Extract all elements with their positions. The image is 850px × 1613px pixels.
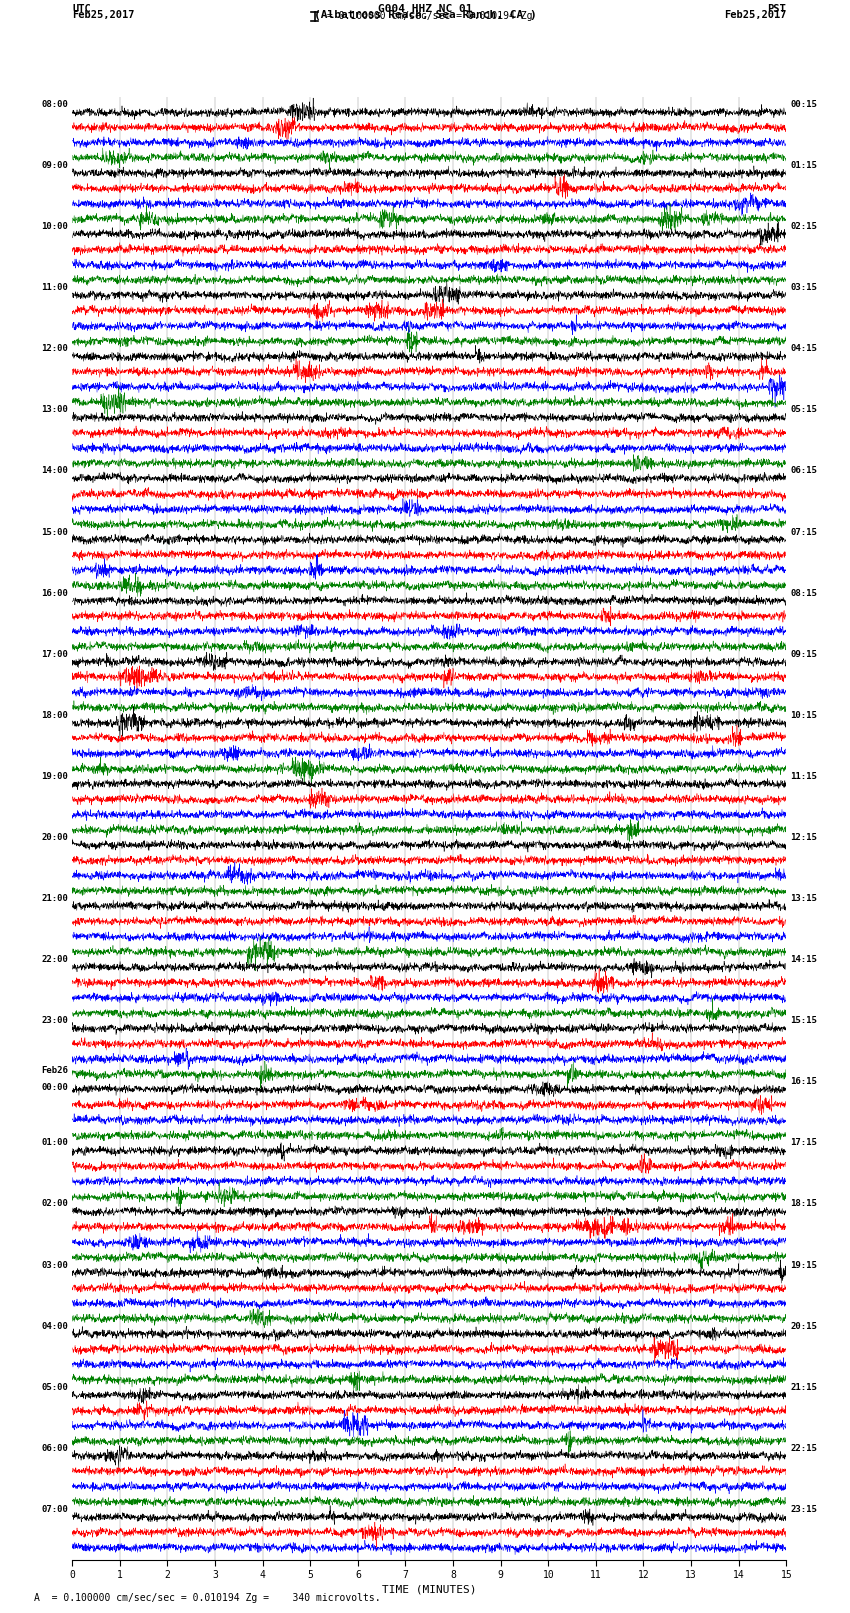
Text: 06:00: 06:00 (41, 1444, 68, 1453)
Text: 01:15: 01:15 (790, 161, 818, 169)
Text: 17:15: 17:15 (790, 1139, 818, 1147)
Text: 13:00: 13:00 (41, 405, 68, 415)
Text: 19:15: 19:15 (790, 1260, 818, 1269)
Text: 07:15: 07:15 (790, 527, 818, 537)
Text: 12:15: 12:15 (790, 832, 818, 842)
Text: 22:15: 22:15 (790, 1444, 818, 1453)
Text: 10:00: 10:00 (41, 223, 68, 231)
Text: 11:15: 11:15 (790, 773, 818, 781)
Text: 12:00: 12:00 (41, 344, 68, 353)
Text: 09:15: 09:15 (790, 650, 818, 658)
Text: 02:00: 02:00 (41, 1200, 68, 1208)
Text: 16:15: 16:15 (790, 1077, 818, 1086)
Text: 19:00: 19:00 (41, 773, 68, 781)
Text: 03:00: 03:00 (41, 1260, 68, 1269)
Text: 23:00: 23:00 (41, 1016, 68, 1026)
Text: 04:15: 04:15 (790, 344, 818, 353)
Text: Feb26: Feb26 (41, 1066, 68, 1076)
Text: Feb25,2017: Feb25,2017 (723, 11, 786, 21)
Text: 15:00: 15:00 (41, 527, 68, 537)
Text: 23:15: 23:15 (790, 1505, 818, 1515)
Text: 13:15: 13:15 (790, 894, 818, 903)
X-axis label: TIME (MINUTES): TIME (MINUTES) (382, 1584, 477, 1594)
Text: 18:15: 18:15 (790, 1200, 818, 1208)
Text: 02:15: 02:15 (790, 223, 818, 231)
Text: 16:00: 16:00 (41, 589, 68, 597)
Text: 10:15: 10:15 (790, 711, 818, 719)
Text: PST: PST (768, 5, 786, 15)
Text: 09:00: 09:00 (41, 161, 68, 169)
Text: 05:15: 05:15 (790, 405, 818, 415)
Text: 04:00: 04:00 (41, 1321, 68, 1331)
Text: 00:00: 00:00 (41, 1084, 68, 1092)
Text: 11:00: 11:00 (41, 284, 68, 292)
Text: 08:00: 08:00 (41, 100, 68, 110)
Text: A  = 0.100000 cm/sec/sec = 0.010194 Zg =    340 microvolts.: A = 0.100000 cm/sec/sec = 0.010194 Zg = … (34, 1594, 381, 1603)
Text: UTC: UTC (72, 5, 91, 15)
Text: 05:00: 05:00 (41, 1382, 68, 1392)
Text: 08:15: 08:15 (790, 589, 818, 597)
Text: Feb25,2017: Feb25,2017 (72, 11, 135, 21)
Text: 07:00: 07:00 (41, 1505, 68, 1515)
Text: 18:00: 18:00 (41, 711, 68, 719)
Text: 00:15: 00:15 (790, 100, 818, 110)
Text: (Albatross Reach, Sea Ranch, CA ): (Albatross Reach, Sea Ranch, CA ) (314, 11, 536, 21)
Text: 15:15: 15:15 (790, 1016, 818, 1026)
Text: 06:15: 06:15 (790, 466, 818, 476)
Text: 14:15: 14:15 (790, 955, 818, 965)
Text: 14:00: 14:00 (41, 466, 68, 476)
Text: 03:15: 03:15 (790, 284, 818, 292)
Text: 21:15: 21:15 (790, 1382, 818, 1392)
Text: 01:00: 01:00 (41, 1139, 68, 1147)
Text: 17:00: 17:00 (41, 650, 68, 658)
Text: 21:00: 21:00 (41, 894, 68, 903)
Text: 22:00: 22:00 (41, 955, 68, 965)
Text: 20:00: 20:00 (41, 832, 68, 842)
Text: = 0.100000 cm/sec/sec = 0.010194 Zg: = 0.100000 cm/sec/sec = 0.010194 Zg (321, 11, 533, 21)
Text: 20:15: 20:15 (790, 1321, 818, 1331)
Text: G004 HHZ NC 01: G004 HHZ NC 01 (377, 5, 473, 15)
